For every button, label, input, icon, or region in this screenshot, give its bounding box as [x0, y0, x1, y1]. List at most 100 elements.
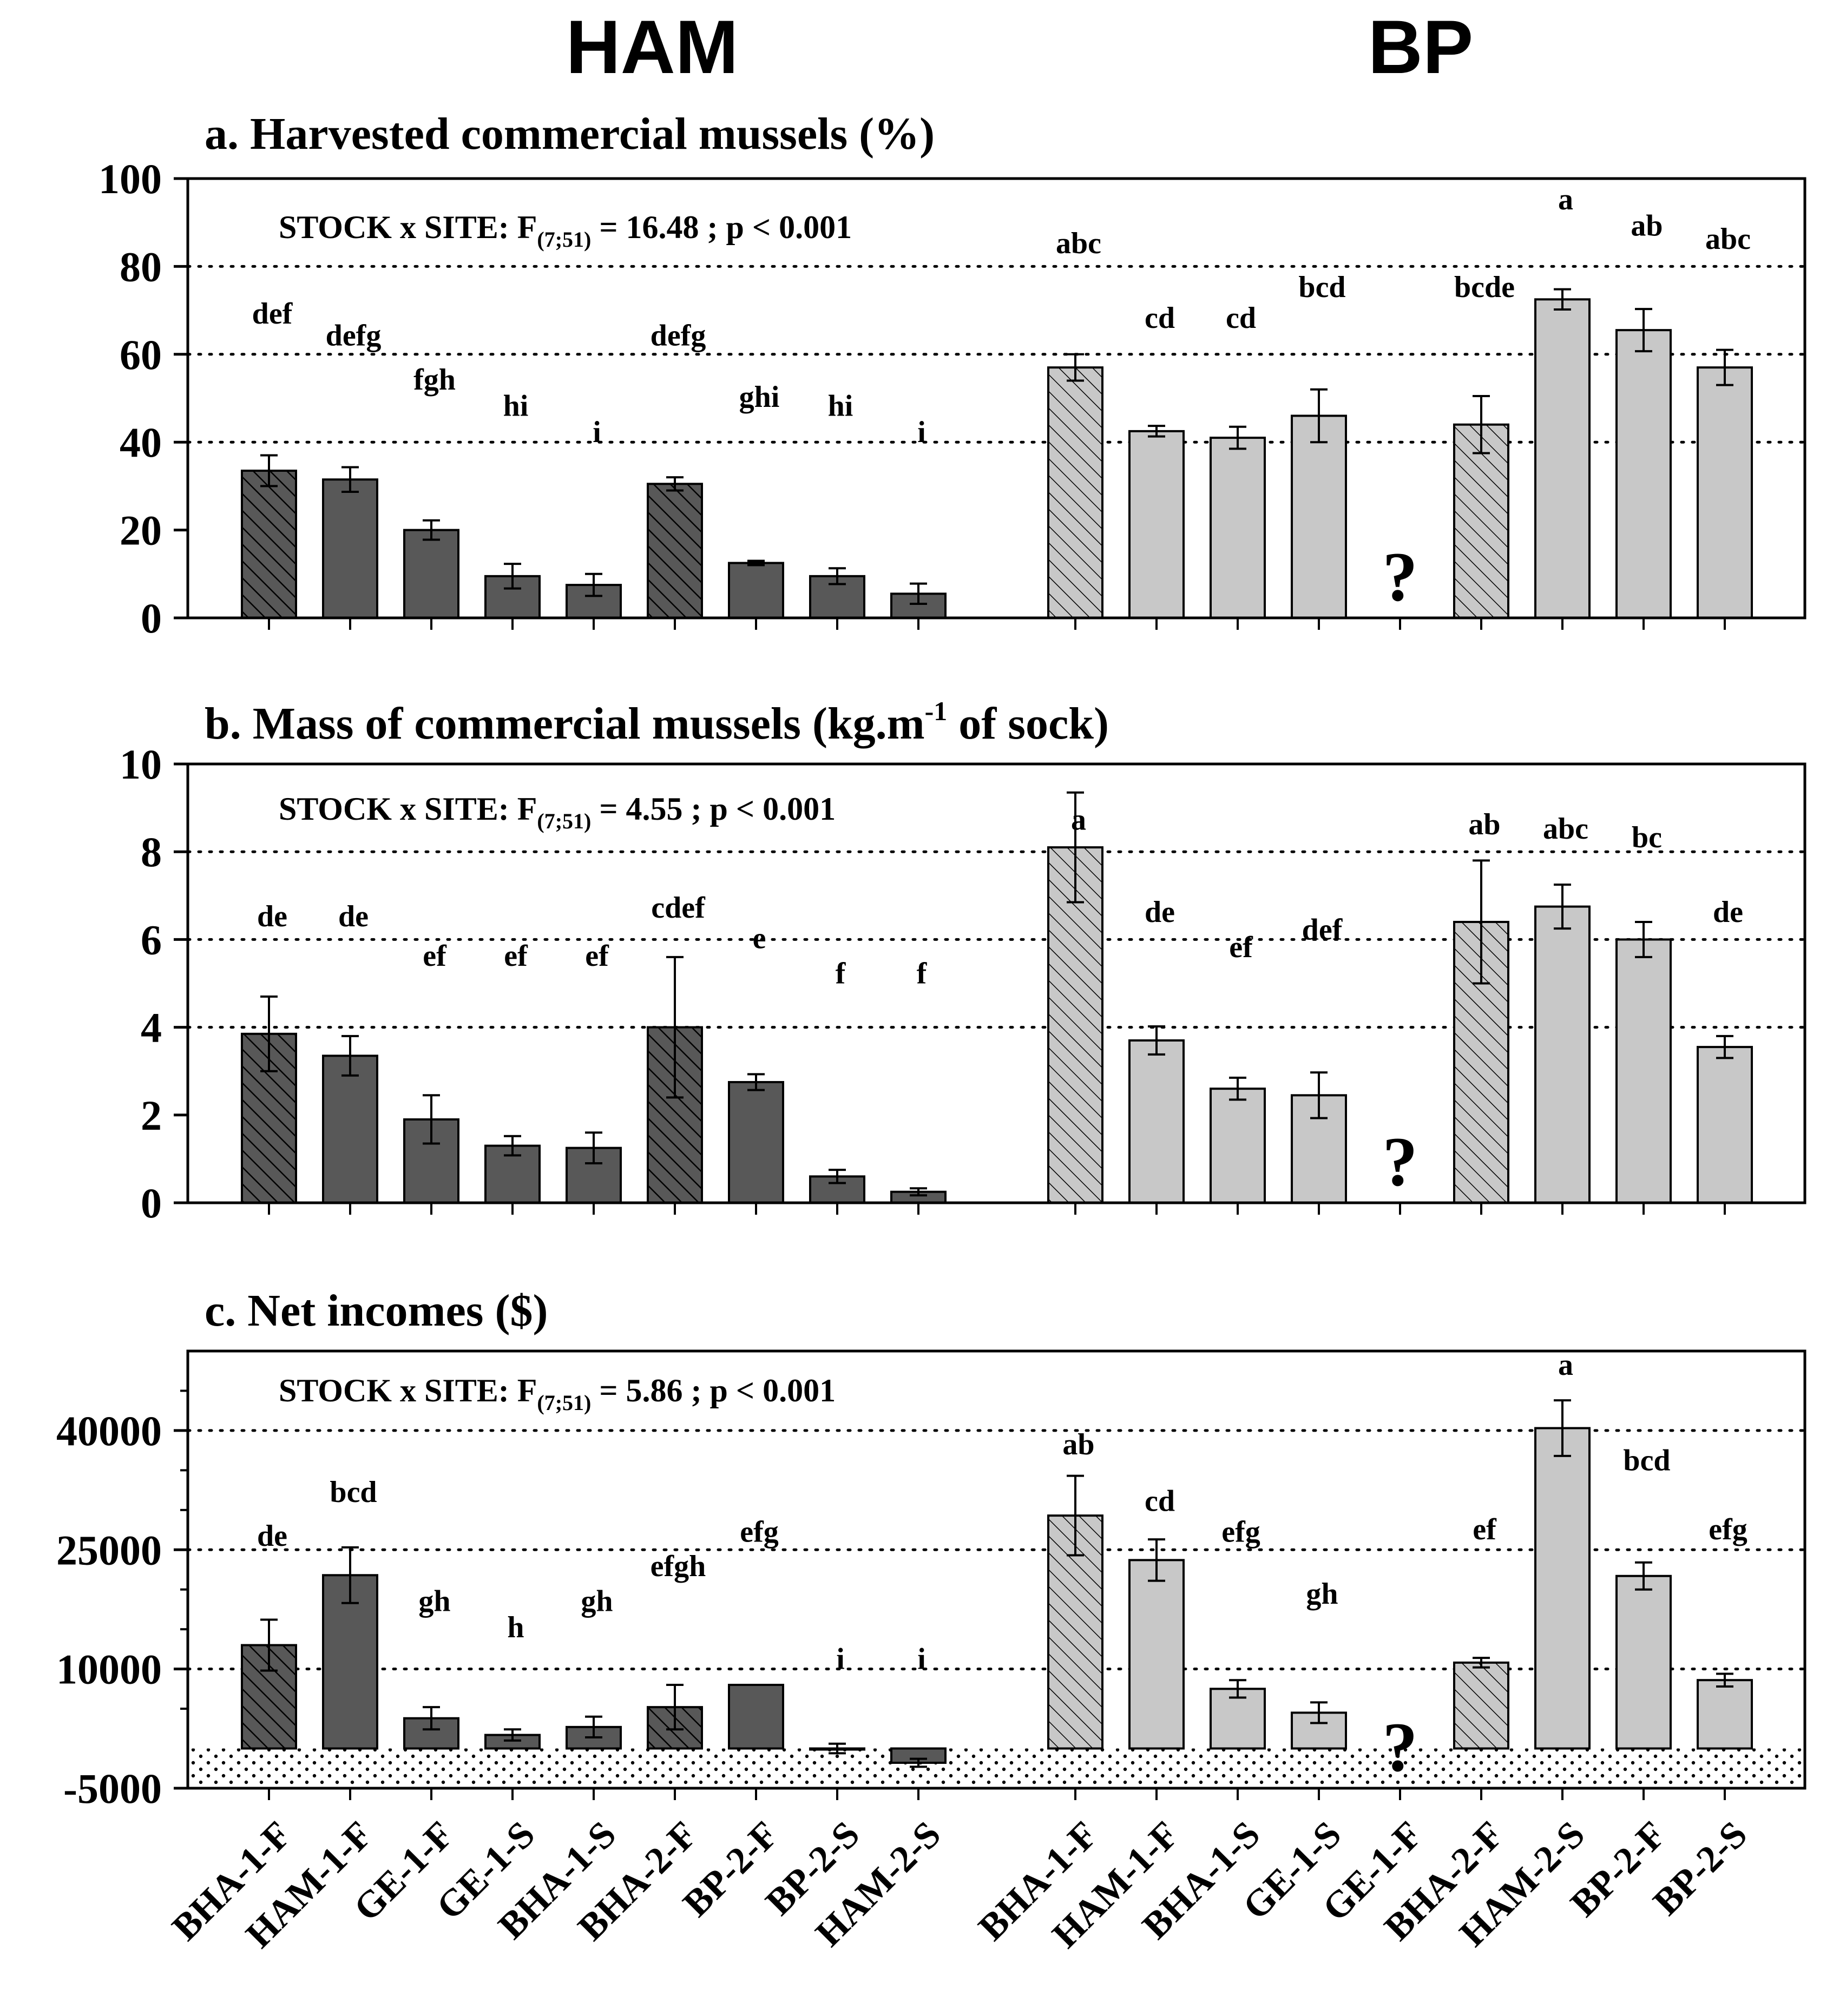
missing-data-mark: ? [1383, 1709, 1418, 1787]
significance-letter: hi [503, 389, 529, 423]
bar-ham-bp-2-f [728, 1684, 784, 1750]
significance-letter: defg [651, 319, 706, 353]
significance-letter: bcd [1298, 271, 1345, 304]
significance-letter: fgh [413, 363, 456, 397]
chart-panel-c: c. Net incomes ($) STOCK x SITE: F(7;51) … [56, 1286, 1806, 1812]
bar-bp-bha-1-s [1210, 1088, 1266, 1204]
stat-df: (7;51) [537, 809, 591, 833]
bar-ham-bp-2-f [728, 562, 784, 619]
bar-bp-ham-2-s [1534, 298, 1591, 619]
panel-title: c. Net incomes ($) [205, 1286, 548, 1336]
bar-bp-ham-1-f [1128, 1039, 1185, 1204]
significance-letter: a [1558, 1348, 1573, 1382]
stat-value: = 16.48 ; p < 0.001 [591, 209, 852, 245]
stat-f: F [517, 1373, 537, 1408]
panel-title: a. Harvested commercial mussels (%) [205, 109, 935, 159]
bar-bp-bha-1-f [1047, 846, 1103, 1204]
bar-ham-bha-2-f [647, 483, 703, 620]
significance-letter: e [753, 922, 766, 956]
significance-letter: ghi [739, 380, 780, 414]
significance-letter: ef [585, 939, 609, 973]
plot-frame [186, 762, 1806, 1204]
site-title-bp: BP [1368, 4, 1473, 89]
panel-letter: b. [205, 699, 253, 749]
significance-letter: f [836, 957, 846, 991]
panel-title-text: Harvested commercial mussels (%) [250, 109, 935, 159]
significance-letter: bcde [1454, 271, 1515, 304]
chart-panel-a: a. Harvested commercial mussels (%) STOCK… [98, 109, 1806, 642]
significance-letter: efg [740, 1516, 779, 1549]
chart-panel-b: b. Mass of commercial mussels (kg.m-1 of… [120, 696, 1806, 1227]
bar-bp-bha-1-s [1210, 1688, 1266, 1750]
negative-value-band [188, 1748, 1805, 1788]
bar-ham-ge-1-f [403, 529, 459, 619]
plot-frame [186, 177, 1806, 620]
y-tick-label: 80 [120, 243, 162, 290]
significance-letter: bcd [1623, 1444, 1670, 1477]
significance-letter: i [917, 1643, 926, 1676]
bar-bp-bp-2-s [1697, 1679, 1753, 1750]
y-tick-label: 40 [120, 419, 162, 466]
bar-bp-bp-2-s [1697, 366, 1753, 619]
bar-ham-bha-1-f [241, 469, 297, 619]
stat-df: (7;51) [537, 227, 591, 252]
stat-label: STOCK x SITE: [279, 791, 517, 827]
panel-title-text: Net incomes ($) [247, 1286, 548, 1336]
stat-label: STOCK x SITE: [279, 1373, 517, 1408]
significance-letter: ab [1631, 209, 1663, 243]
significance-letter: gh [581, 1584, 613, 1618]
significance-letter: f [917, 957, 928, 991]
panels: a. Harvested commercial mussels (%) STOCK… [56, 109, 1806, 1956]
plot-frame [186, 1349, 1806, 1790]
significance-letter: cd [1145, 301, 1175, 335]
panel-title-superscript: -1 [925, 696, 948, 726]
significance-letter: ab [1468, 808, 1500, 841]
significance-letter: def [1302, 913, 1343, 946]
stat-annotation: STOCK x SITE: F(7;51) = 5.86 ; p < 0.001 [279, 1373, 836, 1415]
stat-value: = 4.55 ; p < 0.001 [591, 791, 836, 827]
y-tick-label: 20 [120, 507, 162, 554]
significance-letter: de [257, 900, 287, 933]
bar-bp-bp-2-f [1615, 938, 1672, 1204]
bar-ham-bp-2-f [728, 1081, 784, 1204]
stat-f: F [517, 209, 537, 245]
significance-letter: ef [504, 939, 528, 973]
y-tick-label: 8 [141, 828, 162, 875]
y-tick-label: 10000 [56, 1646, 162, 1693]
significance-letter: abc [1543, 812, 1588, 846]
significance-letter: bcd [330, 1475, 377, 1509]
y-tick-label: 100 [98, 155, 162, 202]
stat-value: = 5.86 ; p < 0.001 [591, 1373, 836, 1408]
significance-letter: de [1145, 895, 1175, 929]
y-tick-label: 60 [120, 331, 162, 378]
significance-letter: hi [828, 389, 853, 423]
site-title-ham: HAM [566, 4, 739, 89]
y-tick-label: 0 [141, 1180, 162, 1227]
bar-bp-bha-1-f [1047, 366, 1103, 619]
bar-bp-bha-2-f [1453, 423, 1509, 619]
significance-letter: efgh [651, 1550, 706, 1583]
bar-bp-bp-2-f [1615, 329, 1672, 619]
significance-letter: gh [1306, 1577, 1338, 1611]
stat-annotation: STOCK x SITE: F(7;51) = 4.55 ; p < 0.001 [279, 791, 836, 833]
bar-bp-bp-2-s [1697, 1046, 1753, 1204]
significance-letter: ab [1062, 1428, 1094, 1461]
bar-bp-bp-2-f [1615, 1574, 1672, 1750]
significance-letter: cd [1226, 301, 1256, 335]
y-tick-label: 25000 [56, 1526, 162, 1573]
stat-f: F [517, 791, 537, 827]
panel-letter: a. [205, 109, 250, 159]
bar-ham-ham-1-f [322, 1055, 378, 1204]
panel-letter: c. [205, 1286, 247, 1336]
panel-title-text: Mass of commercial mussels (kg.m [253, 699, 925, 749]
significance-letter: gh [418, 1584, 450, 1618]
bar-ham-ham-1-f [322, 478, 378, 619]
stat-annotation: STOCK x SITE: F(7;51) = 16.48 ; p < 0.00… [279, 209, 852, 252]
significance-letter: abc [1705, 222, 1751, 256]
stat-label: STOCK x SITE: [279, 209, 517, 245]
x-axis-labels: BHA-1-FHAM-1-FGE-1-FGE-1-SBHA-1-SBHA-2-F… [165, 1814, 1756, 1956]
y-tick-label: 2 [141, 1092, 162, 1139]
bar-bp-ham-2-s [1534, 1427, 1591, 1750]
significance-letter: i [836, 1643, 845, 1676]
